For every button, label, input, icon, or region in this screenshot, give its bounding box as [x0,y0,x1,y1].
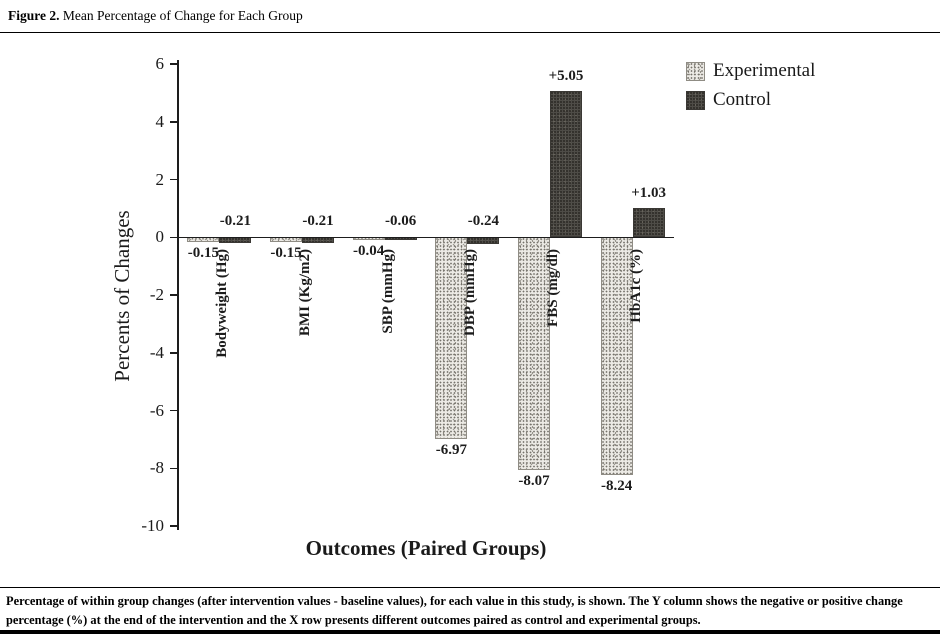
bar-control [467,237,500,245]
category-label: DBP (mmHg) [462,249,479,337]
bar-value-label: -8.07 [518,473,550,490]
y-tick [170,121,178,123]
bar-value-label: -0.21 [302,213,334,230]
y-tick-label: 2 [155,169,165,189]
legend: Experimental Control [686,60,815,118]
y-tick-label: -10 [141,516,164,535]
bar-value-label: -0.06 [385,213,417,230]
bar-value-label: -0.04 [353,243,385,260]
category-label: BMI (Kg/m2) [297,249,313,337]
legend-label-control: Control [713,89,772,110]
y-tick [170,525,178,527]
figure-caption: Percentage of within group changes (afte… [6,594,903,627]
y-tick [170,178,178,181]
bar-value-label: -0.15 [187,244,219,261]
y-tick [170,467,178,470]
bar-experimental [600,237,633,476]
y-tick [170,236,178,239]
y-tick-label: 4 [155,111,165,131]
y-tick-label: -8 [149,458,164,478]
bar-value-label: +5.05 [548,68,584,85]
category-label: FBS (mg/dl) [545,249,561,328]
bar-value-label: -0.24 [467,213,499,230]
y-tick [170,294,178,296]
header-divider [0,32,940,33]
bar-control [219,237,252,244]
bar-value-label: -0.21 [219,213,251,230]
bar-experimental [435,237,468,439]
y-tick [170,409,178,412]
experimental-swatch-icon [686,61,705,81]
y-tick-label: 6 [155,54,165,73]
y-tick-label: -2 [149,285,164,304]
zero-line [178,236,674,238]
bar-value-label: -8.24 [601,478,633,495]
bar-control [632,207,665,238]
bar-value-label: -0.15 [270,244,302,261]
legend-item-experimental: Experimental [686,60,815,82]
y-axis-line [177,60,179,530]
figure-header: Figure 2. Mean Percentage of Change for … [8,8,303,24]
y-tick [170,63,178,65]
y-tick-label: 0 [155,227,165,247]
y-tick [170,352,178,354]
caption-divider [0,587,940,588]
bar-control [550,91,582,238]
category-label: HbA1c (%) [627,249,644,323]
bar-value-label: +1.03 [631,184,667,201]
control-swatch-icon [686,90,705,110]
bar-experimental [518,237,550,471]
figure-label: Figure 2. [8,8,60,23]
legend-item-control: Control [686,89,815,111]
category-label: Bodyweight (Hg) [214,249,231,358]
category-label: SBP (mmHg) [379,249,396,334]
x-axis-title: Outcomes (Paired Groups) [305,536,547,560]
y-tick-label: -4 [149,342,164,362]
y-tick-label: -6 [149,400,164,420]
bottom-border [0,630,940,634]
bar-value-label: -6.97 [435,441,467,458]
legend-label-experimental: Experimental [713,60,816,81]
figure-title: Mean Percentage of Change for Each Group [59,8,303,23]
